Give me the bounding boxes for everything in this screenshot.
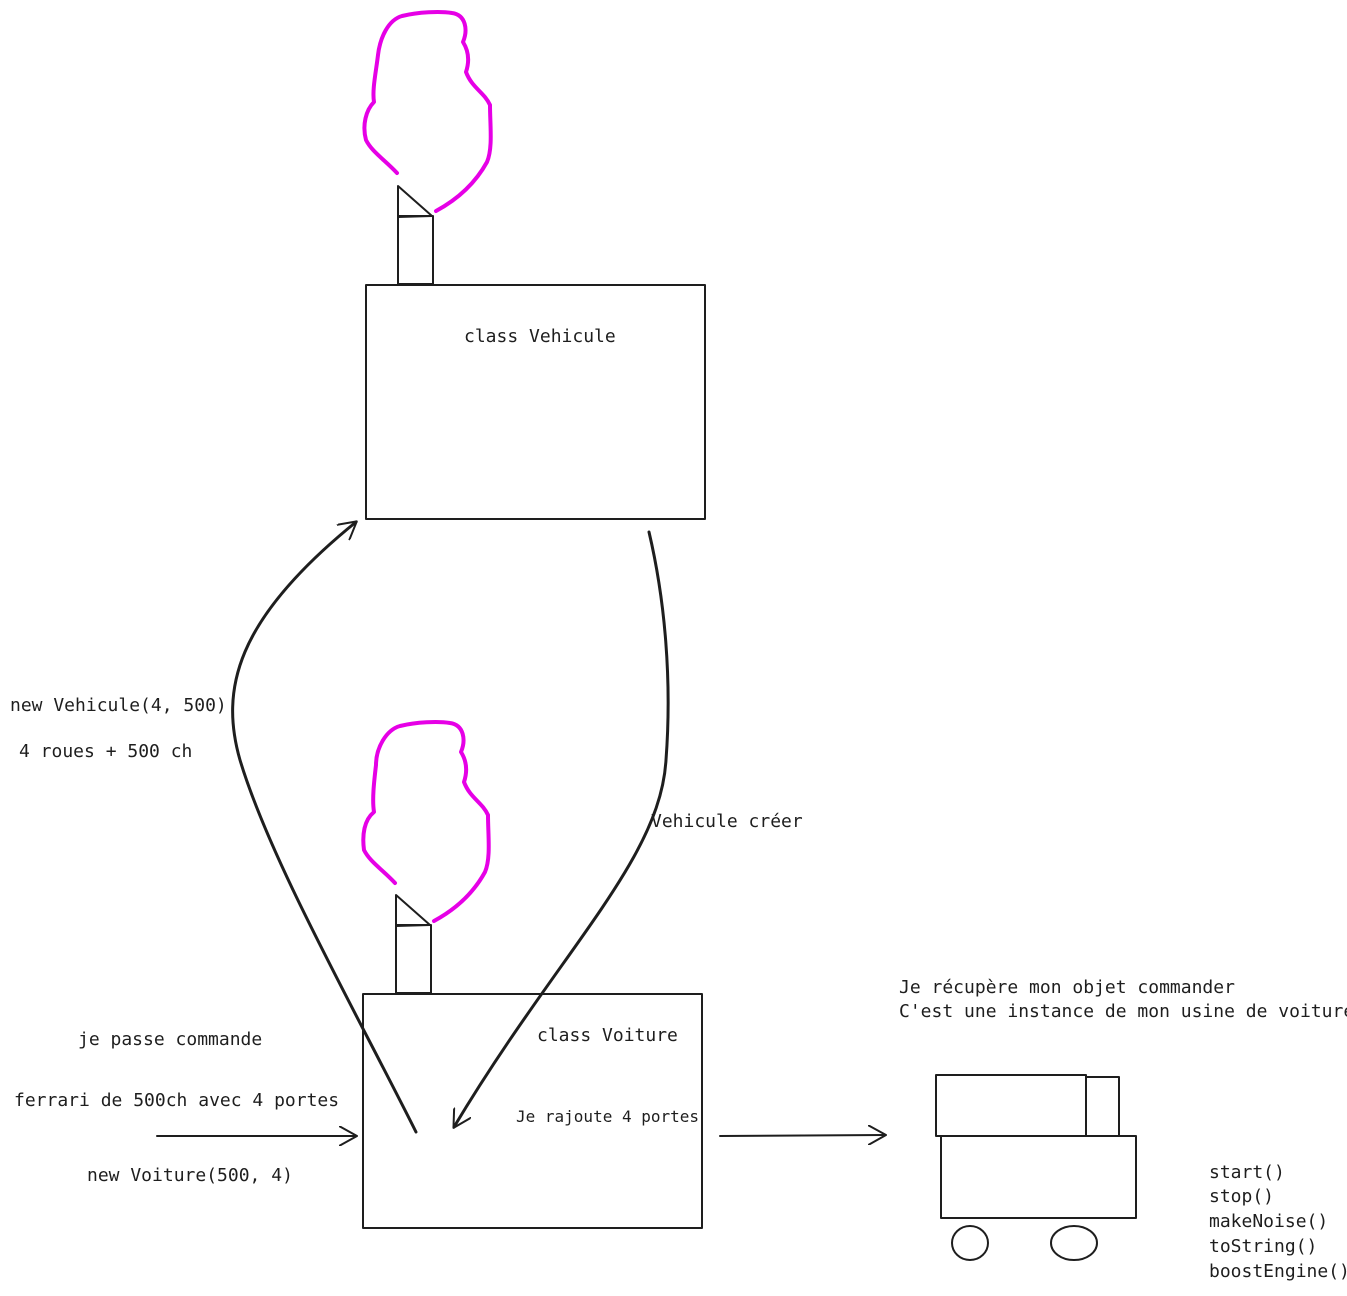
car-cab — [1085, 1076, 1120, 1137]
voiture-note: Je rajoute 4 portes — [516, 1107, 699, 1126]
car-roof — [935, 1074, 1087, 1137]
arrow-voiture-to-vehicule — [231, 522, 418, 1134]
vehicule-box — [365, 284, 706, 520]
methods-list: start() stop() makeNoise() toString() bo… — [1209, 1162, 1347, 1282]
vehicule-chimney — [397, 215, 434, 285]
order-line-2: ferrari de 500ch avec 4 portes — [14, 1090, 339, 1111]
voiture-chimney-cap — [395, 894, 431, 927]
voiture-smoke — [361, 720, 491, 923]
voiture-chimney — [395, 924, 432, 994]
call-vehicule-label: new Vehicule(4, 500) — [10, 695, 227, 716]
car-wheel-front — [951, 1225, 989, 1261]
result-line-2: C'est une instance de mon usine de voitu… — [899, 1001, 1347, 1022]
method-item: makeNoise() — [1209, 1211, 1328, 1232]
car-wheel-rear — [1050, 1225, 1098, 1261]
vehicule-chimney-cap — [397, 185, 433, 218]
call-vehicule-detail: 4 roues + 500 ch — [19, 741, 192, 762]
order-line-1: je passe commande — [78, 1029, 262, 1050]
voiture-title: class Voiture — [537, 1025, 678, 1046]
voiture-factory: class Voiture Je rajoute 4 portes — [361, 720, 703, 1229]
arrow-result-out — [719, 1135, 885, 1136]
method-item: boostEngine() — [1209, 1261, 1347, 1282]
method-item: toString() — [1209, 1236, 1317, 1257]
return-label: Vehicule créer — [651, 811, 803, 832]
car-icon — [935, 1074, 1137, 1261]
result-line-1: Je récupère mon objet commander — [899, 977, 1235, 998]
voiture-box — [362, 993, 703, 1229]
arrow-vehicule-to-voiture — [454, 530, 670, 1127]
vehicule-factory: class Vehicule — [362, 10, 706, 520]
car-body — [940, 1135, 1137, 1219]
order-line-3: new Voiture(500, 4) — [87, 1165, 293, 1186]
vehicule-title: class Vehicule — [464, 326, 616, 347]
vehicule-smoke — [362, 10, 493, 213]
method-item: start() — [1209, 1162, 1285, 1183]
method-item: stop() — [1209, 1186, 1274, 1207]
